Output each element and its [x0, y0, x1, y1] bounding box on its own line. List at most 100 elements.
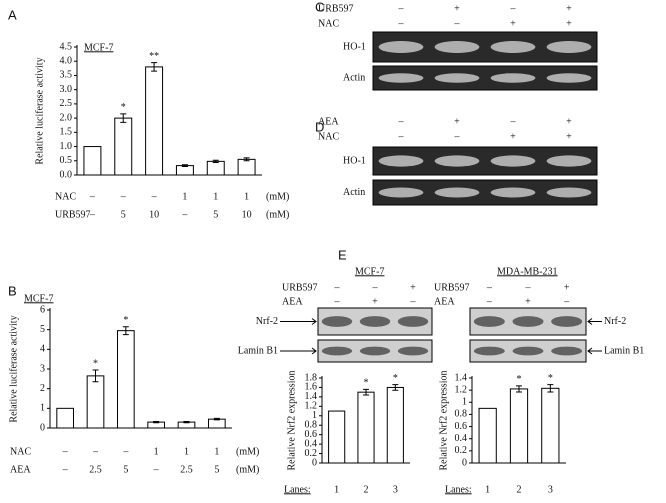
band [397, 316, 429, 327]
row-name: URB597 [282, 282, 318, 293]
row-label: 2.5 [180, 464, 193, 475]
row-label: 5 [123, 464, 128, 475]
row-label: – [89, 191, 96, 202]
y-tick-label: 1 [462, 397, 467, 408]
row-label: – [89, 209, 96, 220]
y-tick-label: 0 [312, 457, 317, 468]
x-axis-label: Lanes: [445, 484, 472, 495]
bar [207, 418, 226, 429]
row-label: – [486, 296, 493, 307]
row-label: – [398, 131, 405, 142]
y-tick-label: 0.8 [305, 420, 318, 431]
error-bar [151, 62, 158, 72]
band-label: Actin [343, 72, 365, 83]
band [378, 41, 424, 53]
y-tick-label: 0.6 [305, 429, 318, 440]
bar [386, 386, 404, 464]
y-axis-label: Relative Nrf2 expression [286, 371, 297, 471]
bar [509, 388, 529, 464]
y-tick-label: 4 [40, 344, 45, 355]
row-label: – [398, 18, 405, 29]
bar [145, 66, 164, 176]
row-label: – [454, 18, 461, 29]
y-tick-label: 4.5 [60, 41, 73, 52]
bar [83, 146, 102, 176]
row-label: – [398, 3, 405, 14]
x-tick-label: 1 [334, 484, 339, 495]
row-label: + [566, 131, 572, 142]
bar [357, 391, 375, 464]
chart-title: MCF-7 [24, 293, 53, 304]
row-label: + [372, 296, 378, 307]
row-unit: (mM) [266, 209, 289, 220]
row-label: 5 [121, 209, 126, 220]
band [490, 155, 536, 167]
row-label: – [62, 446, 69, 457]
row-label: + [454, 116, 460, 127]
row-label: + [525, 296, 531, 307]
band [321, 346, 353, 356]
band [546, 155, 592, 167]
y-axis-label: Relative Nrf2 expression [438, 371, 449, 471]
y-tick-label: 2.0 [60, 112, 73, 123]
blot-title: MCF-7 [355, 266, 384, 277]
error-bar [213, 417, 220, 421]
row-name: AEA [434, 296, 455, 307]
band [378, 187, 424, 198]
error-bar [212, 159, 219, 163]
band [551, 346, 583, 356]
y-tick-label: 0.6 [455, 421, 468, 432]
y-tick-label: 0.4 [305, 438, 318, 449]
y-tick-label: 0.4 [455, 433, 468, 444]
row-name: URB597 [318, 3, 354, 14]
band-label: Actin [343, 187, 365, 198]
y-tick-label: 1 [40, 403, 45, 414]
row-name: URB597 [55, 209, 91, 220]
bar [478, 407, 497, 464]
row-label: – [486, 282, 493, 293]
row-label: – [62, 464, 69, 475]
band [397, 346, 429, 356]
y-tick-label: 1.5 [60, 127, 73, 138]
band [434, 155, 480, 167]
band [473, 346, 505, 356]
row-label: – [410, 296, 417, 307]
row-label: – [122, 446, 129, 457]
band [473, 316, 505, 327]
significance: * [548, 373, 553, 384]
row-label: 10 [149, 209, 159, 220]
panel-letter: B [8, 283, 17, 298]
band [359, 316, 391, 327]
band [434, 73, 480, 83]
row-name: AEA [282, 296, 303, 307]
error-bar [122, 326, 129, 336]
band [490, 73, 536, 83]
row-name: NAC [318, 18, 339, 29]
bar [237, 158, 256, 176]
x-tick-label: 1 [485, 484, 490, 495]
significance: * [364, 378, 369, 389]
y-tick-label: 0.0 [60, 169, 73, 180]
error-bar [243, 157, 250, 162]
row-label: – [563, 296, 570, 307]
row-label: + [566, 116, 572, 127]
significance: * [517, 374, 522, 385]
band-label: Lamin B1 [604, 345, 644, 356]
bar [206, 160, 225, 176]
y-tick-label: 1.2 [305, 401, 318, 412]
row-label: – [153, 464, 160, 475]
y-tick-label: 1.2 [455, 384, 468, 395]
band [490, 41, 536, 53]
y-tick-label: 0.2 [305, 448, 318, 459]
bar [56, 407, 75, 429]
row-label: – [92, 446, 99, 457]
error-bar [547, 384, 554, 393]
band-label: HO-1 [343, 155, 366, 166]
y-tick-label: 3.0 [60, 84, 73, 95]
panel-letter: E [338, 247, 347, 262]
band [546, 73, 592, 83]
row-label: – [334, 282, 341, 293]
y-axis-label: Relative luciferase activity [34, 57, 45, 164]
band [512, 346, 544, 356]
